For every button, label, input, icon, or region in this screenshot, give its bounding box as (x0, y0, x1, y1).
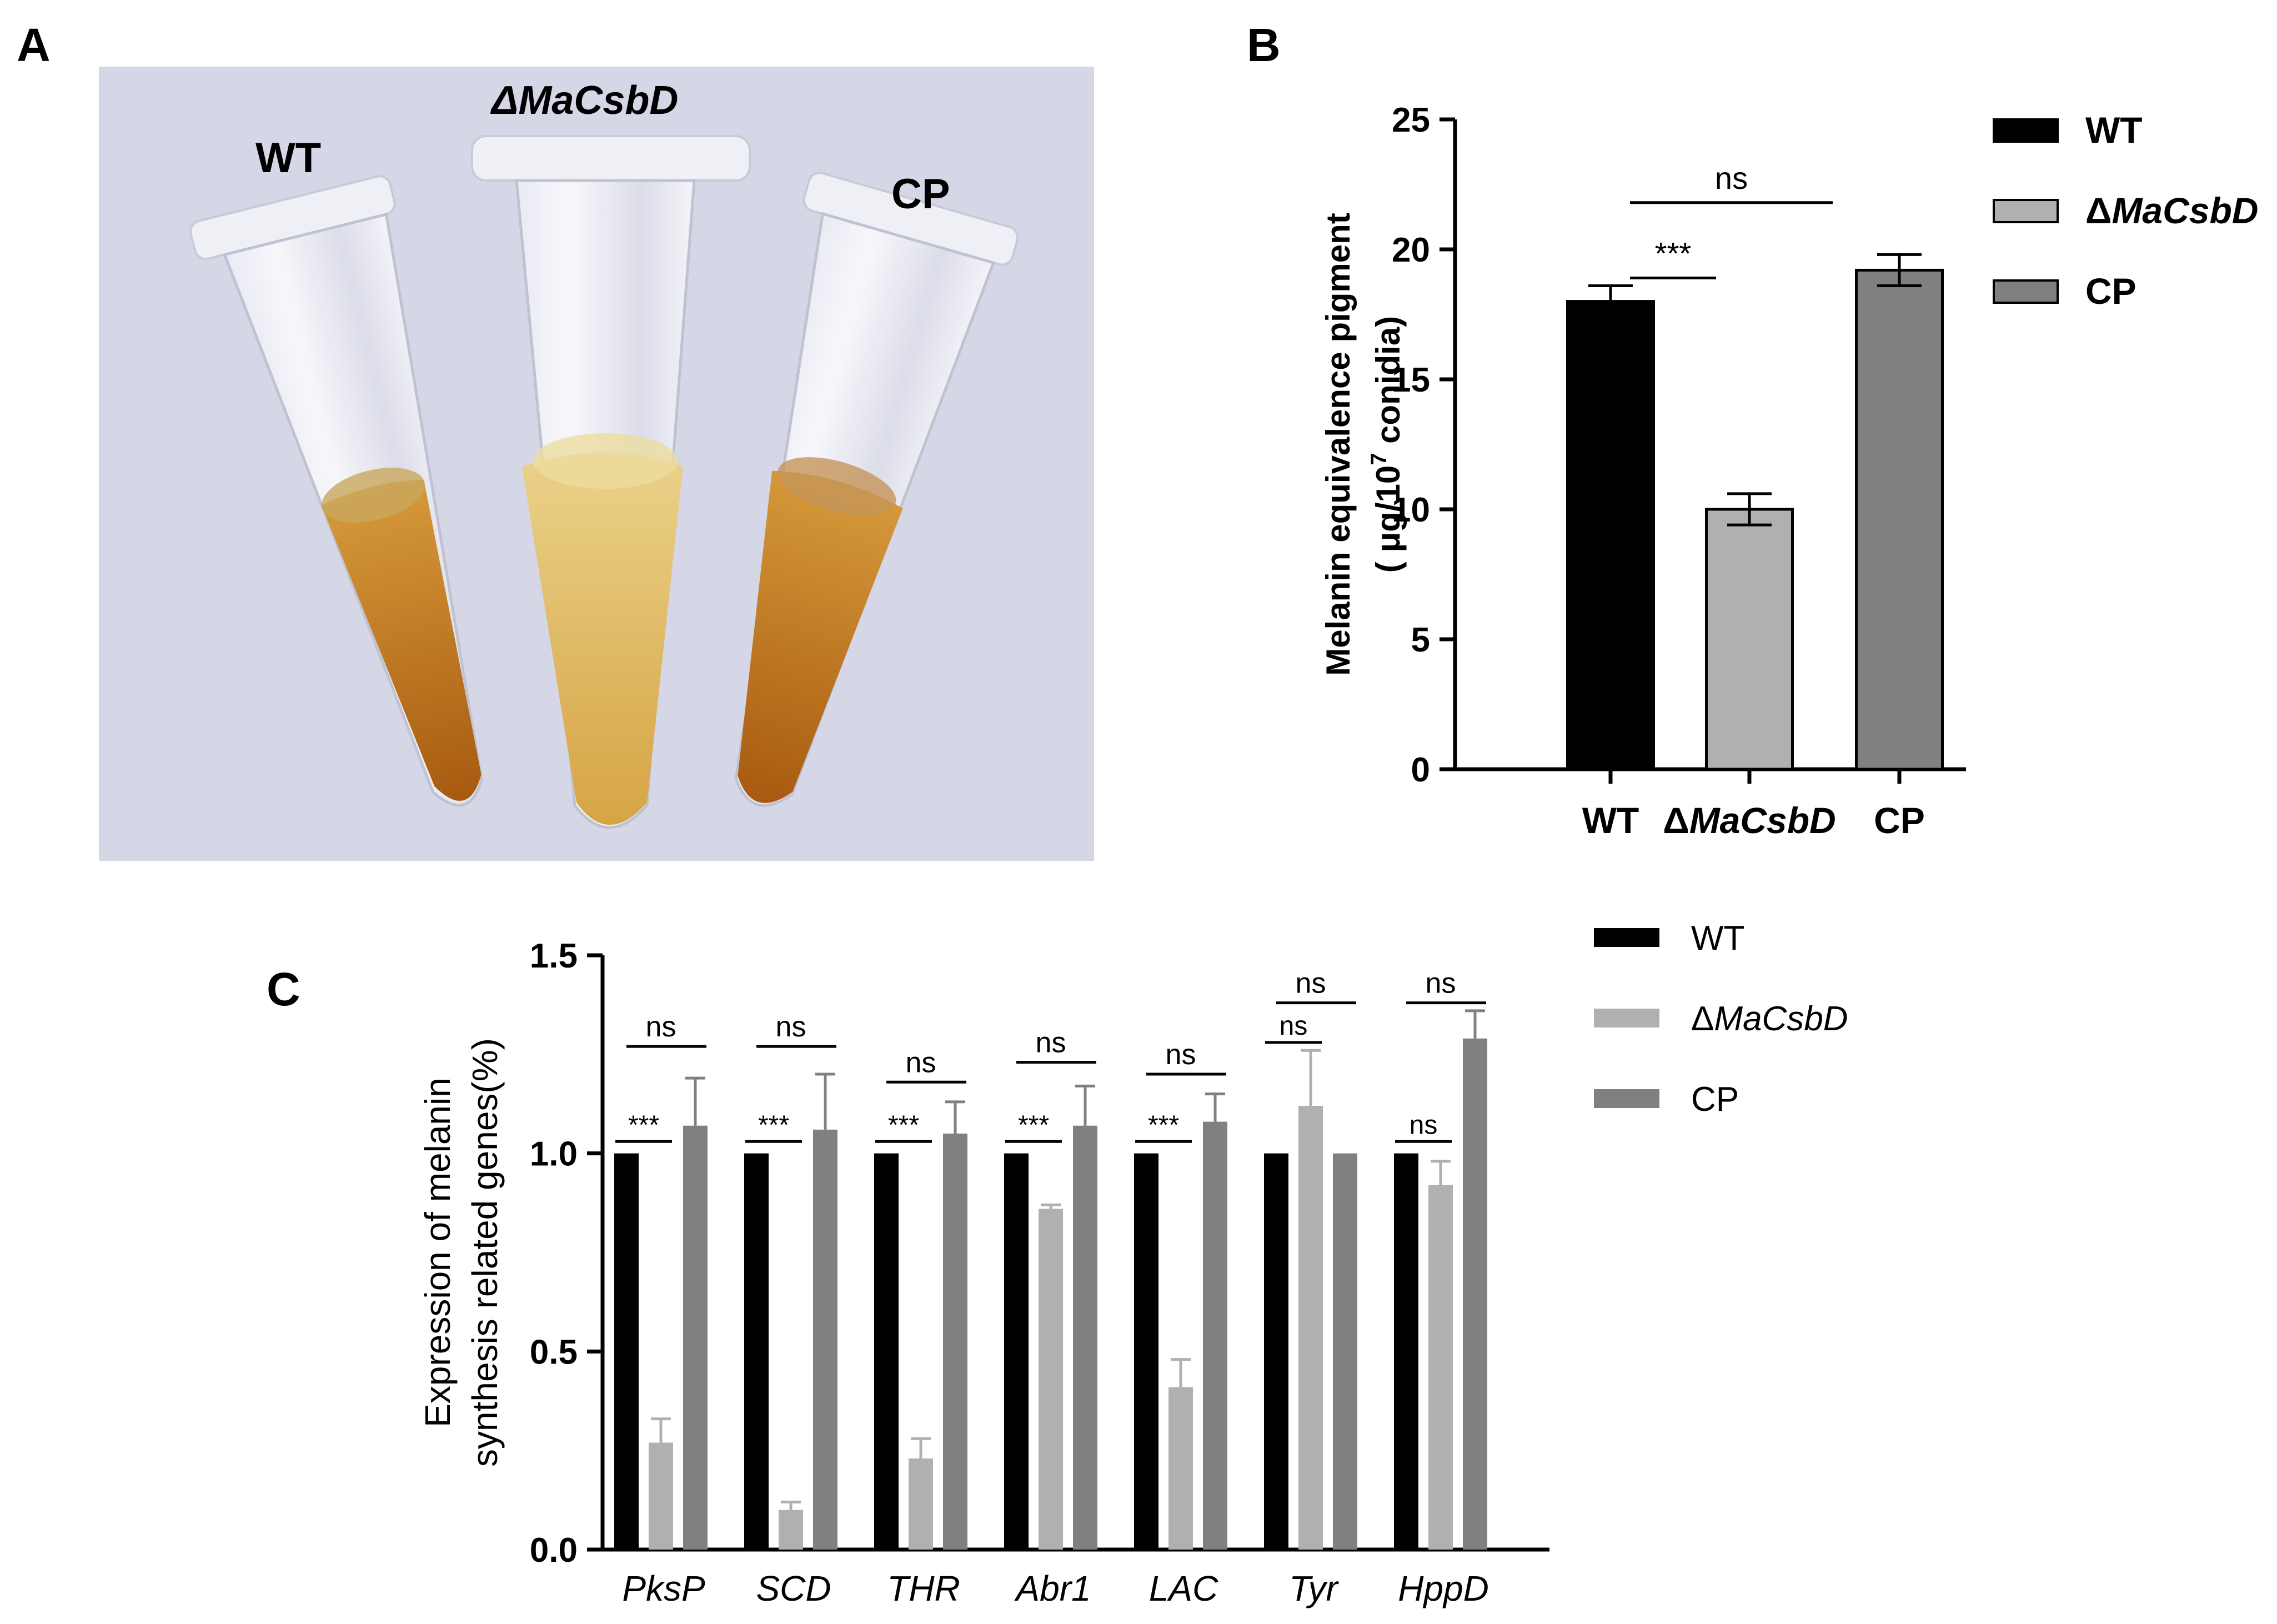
y-axis-label-line2: ( μg/107 conidia) (1367, 316, 1407, 573)
panel-letter-a: A (17, 19, 51, 71)
bar-2 (943, 1134, 967, 1550)
bar-0 (744, 1153, 769, 1550)
significance-label: ns (1296, 968, 1326, 1000)
bar-0 (1004, 1153, 1029, 1550)
bar-0 (874, 1153, 899, 1550)
y-axis-label-line1: Expression of melanin (418, 1077, 458, 1427)
significance-label: ns (1280, 1011, 1308, 1041)
bar-0 (1394, 1153, 1418, 1550)
x-tick-label: THR (887, 1568, 960, 1608)
legend-label: WT (2085, 109, 2143, 151)
tube-cp (734, 172, 1019, 808)
legend-swatch-1 (1594, 1009, 1659, 1027)
x-tick-label: Tyr (1289, 1568, 1339, 1608)
bar-2 (683, 1125, 708, 1550)
significance-label: ns (1036, 1027, 1066, 1059)
significance-label: *** (1655, 235, 1691, 270)
significance-label: ns (1410, 1110, 1438, 1140)
y-tick-label: 10 (1392, 491, 1430, 529)
y-tick-label: 15 (1392, 361, 1430, 399)
significance-label: *** (628, 1110, 659, 1140)
y-axis-label-line2: synthesis related genes(%) (465, 1038, 505, 1467)
bar-2 (1203, 1121, 1227, 1550)
bar-2 (1073, 1125, 1097, 1550)
photo-label-cp: CP (891, 171, 950, 218)
x-tick-label: SCD (756, 1568, 831, 1608)
significance-label: ns (906, 1046, 936, 1079)
x-tick-label: ΔMaCsbD (1663, 800, 1835, 841)
x-tick-label: Abr1 (1014, 1568, 1091, 1608)
bar-0 (1264, 1153, 1288, 1550)
bar-1 (1039, 1209, 1063, 1550)
legend-swatch-0 (1993, 118, 2059, 143)
x-tick-label: HppD (1398, 1568, 1489, 1608)
y-tick-label: 20 (1392, 231, 1430, 269)
bar-2 (1855, 268, 1944, 771)
significance-label: ns (1426, 968, 1456, 1000)
legend-swatch-2 (1594, 1089, 1659, 1108)
legend-label: CP (2085, 270, 2136, 312)
bar-0 (1566, 300, 1655, 771)
significance-label: ns (1715, 161, 1748, 196)
y-tick-label: 25 (1392, 101, 1430, 139)
legend-label: CP (1691, 1080, 1739, 1119)
y-tick-label: 0.5 (530, 1333, 578, 1371)
x-tick-label: LAC (1149, 1568, 1218, 1608)
y-tick-label: 5 (1411, 621, 1430, 659)
chart-c: Expression of melanin synthesis related g… (418, 919, 1848, 1608)
tube-delta (471, 135, 751, 829)
tube-wt (189, 175, 483, 807)
photo-label-delta: ΔMaCsbD (490, 78, 678, 123)
bar-1 (909, 1458, 933, 1550)
bar-1 (1168, 1387, 1193, 1550)
panel-letter-c: C (267, 963, 300, 1015)
legend-swatch-1 (1993, 199, 2059, 223)
x-tick-label: PksP (622, 1568, 705, 1608)
significance-label: ns (1166, 1039, 1196, 1071)
significance-label: *** (1148, 1110, 1179, 1140)
bar-0 (614, 1153, 639, 1550)
y-axis-label-line1: Melanin equivalence pigment (1320, 213, 1357, 676)
bar-1 (779, 1510, 803, 1550)
legend-label: ΔMaCsbD (1691, 1000, 1848, 1038)
bar-2 (813, 1129, 837, 1550)
x-tick-label: WT (1582, 800, 1639, 841)
significance-label: *** (1018, 1110, 1049, 1140)
bar-1 (1428, 1185, 1453, 1550)
significance-label: *** (758, 1110, 789, 1140)
tube-photo: WT ΔMaCsbD CP (99, 67, 1094, 861)
bar-2 (1463, 1038, 1487, 1550)
bar-1 (1705, 508, 1794, 771)
panel-letter-b: B (1247, 19, 1281, 71)
bar-1 (649, 1442, 673, 1550)
y-tick-label: 1.0 (530, 1135, 578, 1174)
y-tick-label: 0 (1411, 751, 1430, 789)
legend-label: WT (1691, 919, 1744, 958)
bar-0 (1134, 1153, 1158, 1550)
legend-label: ΔMaCsbD (2085, 190, 2258, 231)
x-tick-label: CP (1874, 800, 1925, 841)
bar-2 (1333, 1153, 1357, 1550)
significance-label: *** (888, 1110, 919, 1140)
y-tick-label: 0.0 (530, 1531, 578, 1570)
legend-swatch-2 (1993, 279, 2059, 304)
bar-1 (1298, 1106, 1323, 1550)
chart-b: Melanin equivalence pigment ( μg/107 coni… (1320, 101, 2258, 841)
significance-label: ns (776, 1011, 806, 1043)
legend-swatch-0 (1594, 928, 1659, 947)
significance-label: ns (646, 1011, 676, 1043)
photo-label-wt: WT (255, 134, 321, 182)
y-tick-label: 1.5 (530, 937, 578, 975)
